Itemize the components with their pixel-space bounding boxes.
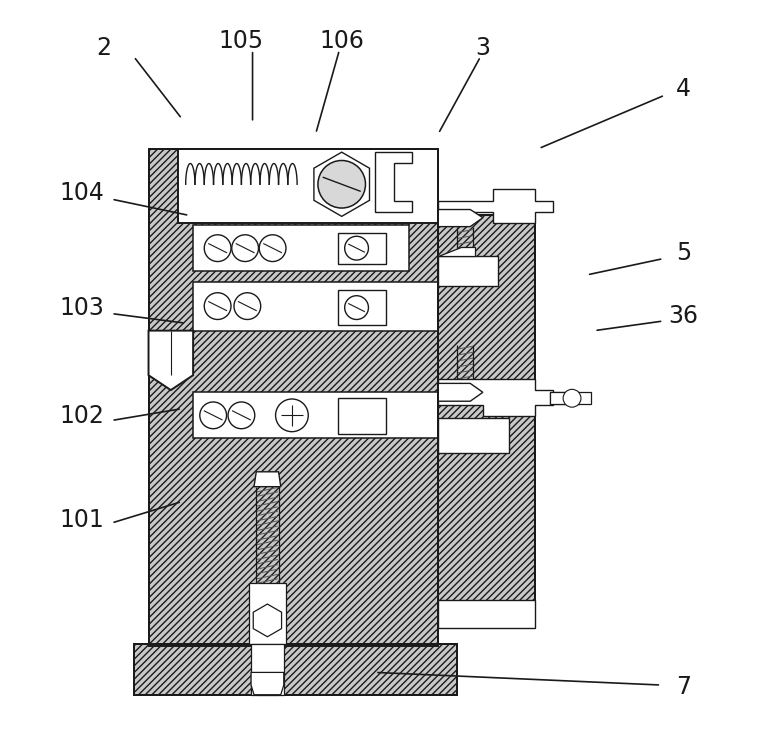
Bar [148,149,438,646]
Circle shape [232,235,258,262]
Text: 106: 106 [319,29,364,53]
Circle shape [345,236,368,260]
Bar [438,256,498,286]
Bar [338,398,386,434]
Bar [249,583,286,644]
Polygon shape [254,472,281,487]
Text: 105: 105 [219,29,264,53]
Bar [338,290,386,325]
Bar [438,215,535,602]
Circle shape [200,402,226,429]
Bar [179,149,438,223]
Text: 5: 5 [675,241,691,265]
Text: 36: 36 [668,304,698,328]
Circle shape [318,160,366,208]
Polygon shape [438,189,554,223]
Circle shape [204,293,231,319]
Text: 101: 101 [59,508,104,532]
Circle shape [234,293,261,319]
Bar [438,600,535,628]
Text: 102: 102 [59,404,104,428]
Bar [148,149,438,646]
Bar [193,225,409,271]
Polygon shape [148,331,193,390]
Circle shape [275,399,308,432]
Bar [550,392,590,404]
Bar [193,392,438,438]
Polygon shape [251,672,284,695]
Polygon shape [438,247,476,256]
Polygon shape [254,604,282,637]
Bar [550,392,580,404]
Circle shape [345,296,368,319]
Polygon shape [438,210,483,227]
Text: 103: 103 [59,296,104,320]
Bar [193,282,438,331]
Bar [251,644,284,695]
Bar [133,644,457,695]
Bar [338,233,386,264]
Bar [133,644,457,695]
Circle shape [259,235,286,262]
Bar [438,215,535,602]
Text: 104: 104 [59,181,104,205]
Bar [257,669,278,695]
Circle shape [228,402,255,429]
Bar [438,418,509,453]
Polygon shape [438,379,554,416]
Text: 2: 2 [97,36,112,60]
Circle shape [563,389,581,407]
Text: 7: 7 [676,675,691,699]
Polygon shape [438,383,483,401]
Circle shape [204,235,231,262]
Text: 4: 4 [676,77,691,101]
Polygon shape [375,152,413,212]
Text: 3: 3 [475,36,491,60]
